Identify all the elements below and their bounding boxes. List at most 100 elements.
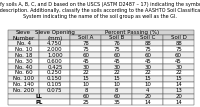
Text: 60: 60: [82, 94, 89, 99]
Text: 14: 14: [144, 100, 151, 105]
Text: 4.750: 4.750: [47, 41, 63, 46]
Bar: [70, 58, 101, 64]
Text: 45: 45: [175, 59, 182, 64]
Text: 78: 78: [83, 41, 89, 46]
Bar: [8, 94, 70, 100]
Bar: [163, 52, 194, 58]
Bar: [101, 52, 132, 58]
Text: 20: 20: [144, 94, 151, 99]
Bar: [163, 46, 194, 52]
Bar: [8, 70, 39, 76]
Text: 15: 15: [83, 76, 89, 81]
Bar: [132, 52, 163, 58]
Text: 30: 30: [113, 65, 120, 70]
Text: No. 140: No. 140: [13, 82, 34, 87]
Bar: [101, 36, 132, 40]
Text: 76: 76: [113, 41, 120, 46]
Text: 75: 75: [113, 47, 120, 52]
Bar: [132, 82, 163, 88]
Text: 0.075: 0.075: [47, 88, 63, 93]
Text: 8: 8: [84, 88, 88, 93]
Text: No. 100: No. 100: [13, 76, 34, 81]
Text: 88: 88: [144, 41, 151, 46]
Text: 10: 10: [113, 82, 120, 87]
Bar: [101, 76, 132, 82]
Text: Soil A: Soil A: [78, 36, 94, 40]
Bar: [70, 36, 101, 40]
Text: 60: 60: [113, 94, 120, 99]
Text: 45: 45: [113, 59, 120, 64]
Bar: [39, 64, 70, 70]
Bar: [101, 64, 132, 70]
Bar: [101, 100, 132, 105]
Text: 10: 10: [82, 82, 89, 87]
Bar: [163, 40, 194, 46]
Bar: [70, 82, 101, 88]
Bar: [132, 58, 163, 64]
Text: 75: 75: [175, 47, 182, 52]
Bar: [39, 76, 70, 82]
Text: 8: 8: [115, 88, 118, 93]
Bar: [101, 46, 132, 52]
Bar: [101, 82, 132, 88]
Text: 22: 22: [83, 70, 89, 75]
Text: 75: 75: [144, 47, 151, 52]
Bar: [70, 40, 101, 46]
Text: Sieve
Number: Sieve Number: [12, 30, 35, 41]
Text: 13: 13: [175, 88, 182, 93]
Bar: [163, 76, 194, 82]
Bar: [101, 88, 132, 94]
Bar: [39, 70, 70, 76]
Bar: [70, 94, 101, 100]
Bar: [132, 76, 163, 82]
Bar: [8, 76, 39, 82]
Bar: [8, 100, 70, 105]
Text: No. 4: No. 4: [17, 41, 31, 46]
Bar: [132, 100, 163, 105]
Text: 0.105: 0.105: [47, 82, 63, 87]
Text: 0.150: 0.150: [47, 76, 63, 81]
Text: 14: 14: [175, 100, 182, 105]
Bar: [132, 70, 163, 76]
Text: No. 10: No. 10: [15, 47, 32, 52]
Text: 60: 60: [175, 53, 182, 58]
Bar: [132, 64, 163, 70]
Bar: [39, 52, 70, 58]
Text: LL: LL: [36, 94, 43, 99]
Bar: [70, 52, 101, 58]
Text: 30: 30: [144, 65, 151, 70]
Text: 88: 88: [175, 41, 182, 46]
Text: Percent Passing (%): Percent Passing (%): [105, 30, 159, 36]
Bar: [8, 82, 39, 88]
Text: 1.000: 1.000: [47, 53, 63, 58]
Bar: [163, 64, 194, 70]
Bar: [39, 82, 70, 88]
Bar: [132, 46, 163, 52]
Text: 25: 25: [83, 100, 89, 105]
Text: 15: 15: [175, 76, 182, 81]
Bar: [8, 64, 39, 70]
Bar: [39, 58, 70, 64]
Text: 75: 75: [83, 47, 89, 52]
Text: 60: 60: [82, 53, 89, 58]
Bar: [39, 30, 70, 40]
Bar: [8, 58, 39, 64]
Bar: [39, 88, 70, 94]
Text: Classify soils A, B, C, and D based on the USCS (ASTM D2487 – 17) indicating the: Classify soils A, B, C, and D based on t…: [0, 2, 200, 19]
Bar: [8, 52, 39, 58]
Bar: [8, 40, 39, 46]
Bar: [101, 70, 132, 76]
Bar: [70, 64, 101, 70]
Bar: [132, 88, 163, 94]
Text: Sieve Opening
(mm): Sieve Opening (mm): [35, 30, 75, 41]
Bar: [70, 70, 101, 76]
Bar: [8, 88, 39, 94]
Bar: [163, 70, 194, 76]
Text: 60: 60: [144, 53, 151, 58]
Bar: [101, 94, 132, 100]
Text: 14: 14: [175, 82, 182, 87]
Bar: [132, 94, 163, 100]
Text: 10: 10: [144, 82, 151, 87]
Bar: [70, 76, 101, 82]
Text: 22: 22: [175, 70, 182, 75]
